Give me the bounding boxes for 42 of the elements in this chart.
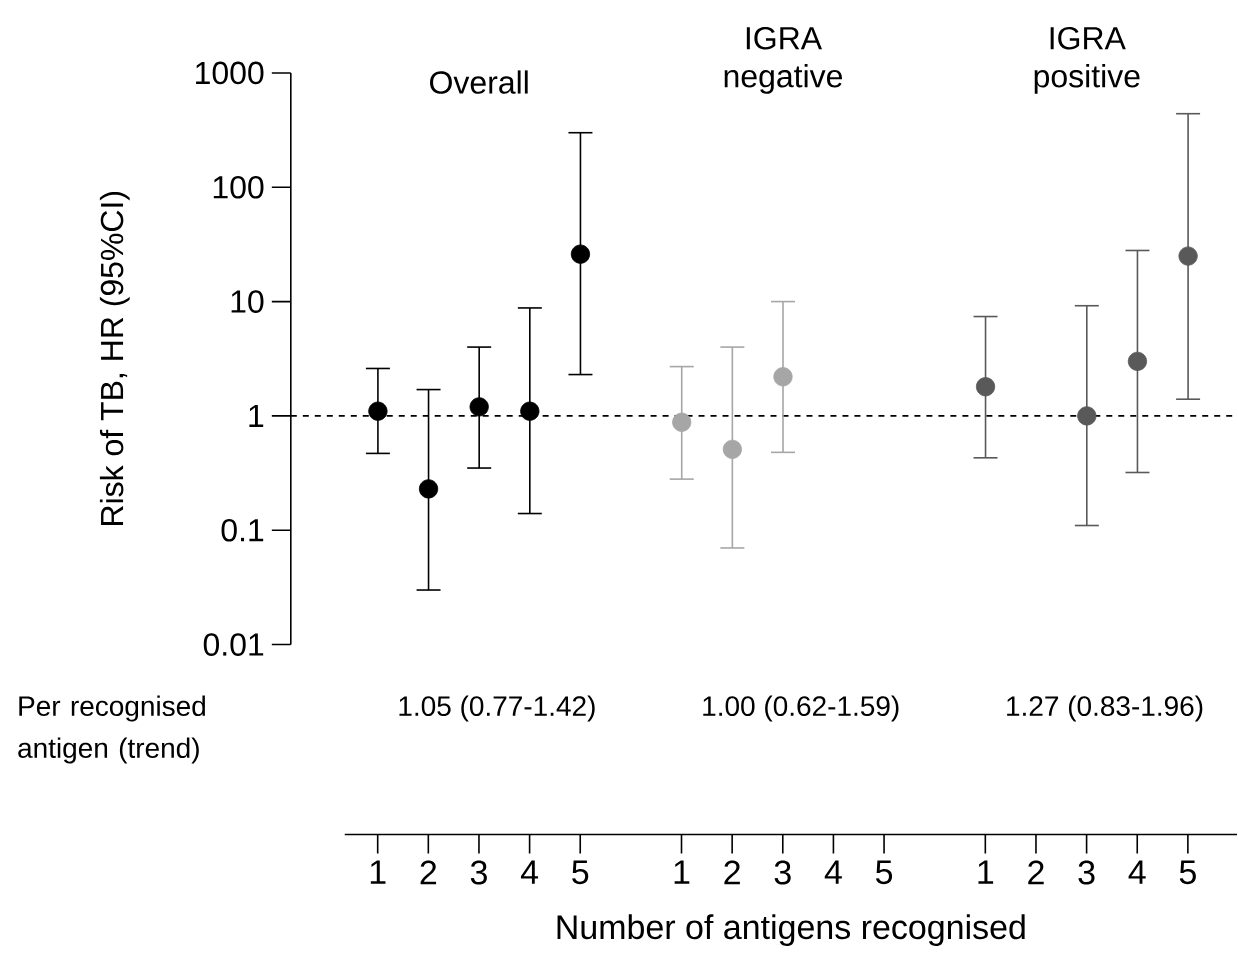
y-axis-title: Risk of TB, HR (95%CI) [99,191,130,525]
text: 1.05 (0.77-1.42) [399,695,595,722]
annotation: IGRA negative [724,26,843,94]
point [672,412,692,432]
x-tick-label: 3 [1078,860,1095,885]
x-tick-label: 5 [572,860,589,885]
point [1077,406,1097,426]
point [469,397,489,417]
x-tick-label: 3 [470,860,487,885]
x-tick-label: 2 [1028,860,1044,885]
x-tick-label: 3 [774,860,791,885]
x-tick-label: 1 [674,860,690,884]
y-tick-label: 10 [231,290,264,313]
point [570,244,591,264]
y-tick-label: 0.01 [203,633,264,656]
x-tick-label: 1 [370,860,386,884]
x-tick-label: 5 [1179,860,1196,885]
annotation: Overall [430,70,528,94]
text: 1.27 (0.83-1.96) [1007,695,1203,722]
y-tick-label: 1 [249,404,264,427]
point [773,367,793,387]
annotation: IGRA positive [1034,26,1140,94]
x-tick-label: 4 [520,860,539,884]
x-tick-label: 2 [724,860,740,885]
point [368,401,388,421]
point [975,376,996,397]
point [722,439,742,459]
point [520,401,540,421]
text: 1.00 (0.62-1.59) [703,695,899,722]
x-tick-label: 2 [420,860,437,885]
x-tick-label: 1 [978,860,994,884]
y-tick-label: 1000 [196,61,264,85]
y-tick-label: 100 [213,175,264,199]
x-tick-label: 4 [824,860,842,884]
point [1178,246,1198,266]
x-tick-label: 5 [875,860,893,885]
x-tick-label: 4 [1128,860,1146,884]
x-axis-title: Number of antigens recognised [557,914,1025,946]
point [418,479,439,499]
point [1127,351,1148,371]
y-tick-label: 0.1 [221,518,264,542]
text: Per recognised antigen (trend) [18,695,205,764]
